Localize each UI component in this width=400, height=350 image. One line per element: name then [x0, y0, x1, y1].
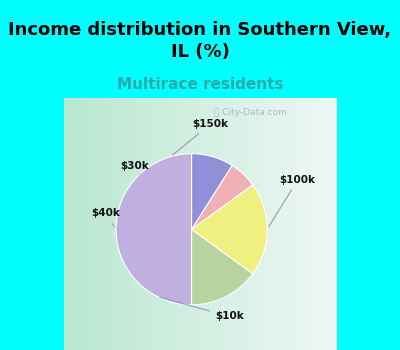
Text: $40k: $40k [91, 209, 120, 227]
Wedge shape [192, 166, 253, 229]
Wedge shape [192, 154, 232, 229]
Text: Multirace residents: Multirace residents [117, 77, 283, 92]
Text: $150k: $150k [173, 119, 228, 155]
Text: $10k: $10k [160, 298, 244, 321]
Text: $100k: $100k [269, 175, 316, 227]
Wedge shape [192, 229, 253, 305]
Text: Income distribution in Southern View,
IL (%): Income distribution in Southern View, IL… [8, 21, 392, 61]
Text: $30k: $30k [120, 161, 149, 174]
Text: ⓘ City-Data.com: ⓘ City-Data.com [214, 108, 287, 117]
Wedge shape [116, 154, 192, 305]
Wedge shape [192, 185, 267, 274]
